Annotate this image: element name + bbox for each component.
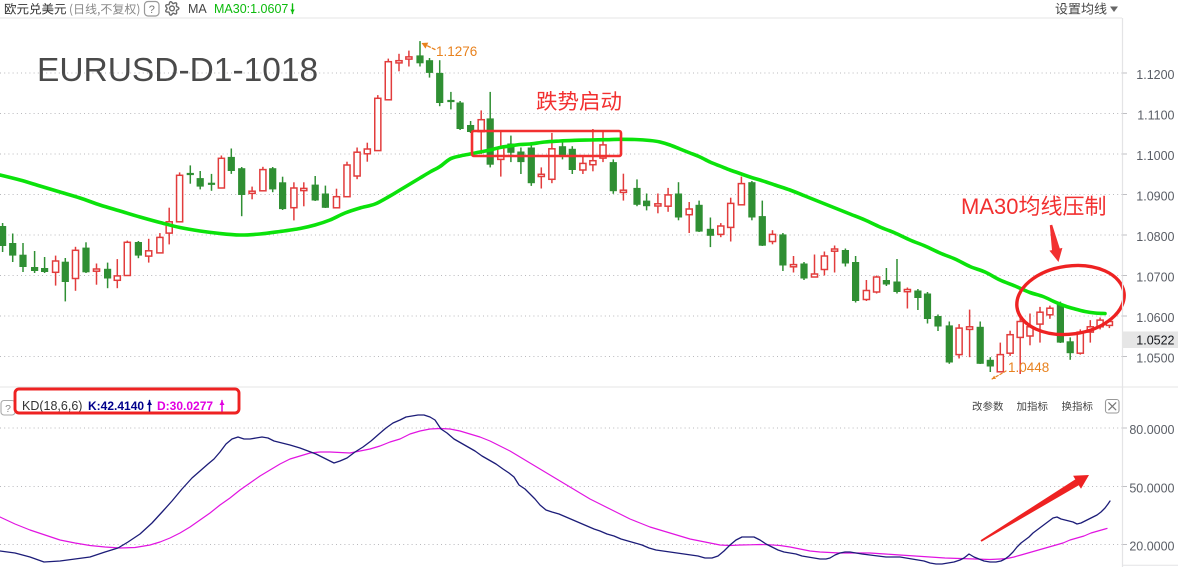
svg-text:1.0700: 1.0700 [1136,271,1174,285]
svg-text:?: ? [149,4,155,16]
svg-text:MA30:1.0607: MA30:1.0607 [214,2,288,16]
svg-text:1.1200: 1.1200 [1136,68,1174,82]
svg-text:20.0000: 20.0000 [1129,540,1174,554]
svg-text:1.1000: 1.1000 [1136,149,1174,163]
svg-text:MA30: MA30 [961,194,1018,219]
svg-text:?: ? [5,403,11,415]
svg-text:D:30.0277: D:30.0277 [157,399,213,413]
svg-text:KD(18,6,6): KD(18,6,6) [22,399,82,413]
svg-text:1.1276: 1.1276 [436,44,477,59]
svg-text:1.0500: 1.0500 [1136,352,1174,366]
svg-text:1.0900: 1.0900 [1136,190,1174,204]
svg-text:1.0448: 1.0448 [1008,360,1049,375]
svg-text:1.0600: 1.0600 [1136,311,1174,325]
svg-text:1.1100: 1.1100 [1137,109,1174,123]
svg-text:MA: MA [188,2,207,16]
svg-text:EURUSD-D1-1018: EURUSD-D1-1018 [37,52,318,89]
svg-text:50.0000: 50.0000 [1129,482,1174,496]
svg-text:1.0522: 1.0522 [1136,334,1174,348]
svg-text:80.0000: 80.0000 [1129,423,1174,437]
svg-text:K:42.4140: K:42.4140 [88,399,144,413]
svg-text:1.0800: 1.0800 [1136,230,1174,244]
